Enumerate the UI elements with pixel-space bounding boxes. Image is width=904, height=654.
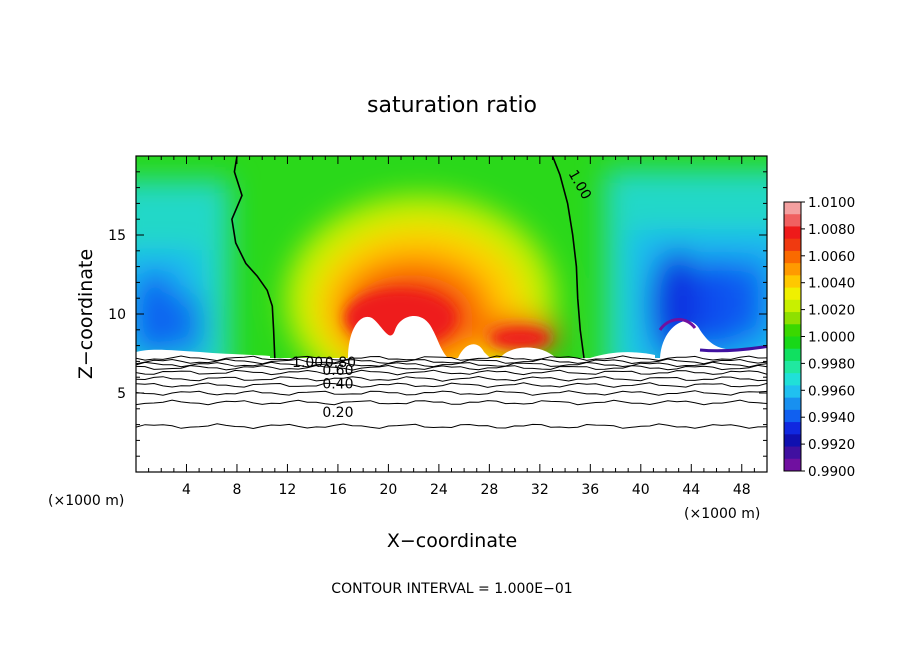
x-tick-label: 24 xyxy=(430,482,448,498)
contour-line xyxy=(136,358,767,365)
colorbar-labels: 1.0100 1.0080 1.0060 1.0040 1.0020 1.0000 0.99… xyxy=(801,195,855,480)
contour-line xyxy=(136,399,767,406)
x-tick-label: 48 xyxy=(733,482,751,498)
colorbar-label: 1.0080 xyxy=(808,222,855,238)
contour-label: 0.40 xyxy=(322,377,353,393)
contour-label: 1.00 xyxy=(292,355,323,371)
colorbar-label: 1.0060 xyxy=(808,249,855,265)
colorbar-swatch xyxy=(784,434,801,448)
colorbar-label: 1.0100 xyxy=(808,195,855,211)
contour-line xyxy=(136,375,767,382)
contour-line xyxy=(136,382,767,388)
cloud-free-region-right xyxy=(660,320,767,358)
x-unit-left: (×1000 m) xyxy=(48,493,124,509)
colorbar-swatch xyxy=(784,238,801,252)
contour-line xyxy=(136,390,767,396)
colorbar-swatch xyxy=(784,422,801,435)
colorbar-swatch xyxy=(784,299,801,313)
x-tick-label: 20 xyxy=(379,482,397,498)
colorbar-swatch xyxy=(784,458,801,472)
x-tick-label: 28 xyxy=(480,482,498,498)
cloud-free-region-center xyxy=(348,315,448,358)
colorbar-swatch xyxy=(784,348,801,362)
colorbar-label: 1.0020 xyxy=(808,303,855,319)
colorbar-swatch xyxy=(784,226,801,240)
contour-label: 0.20 xyxy=(322,405,353,421)
contour-label: 0.80 xyxy=(325,355,356,371)
x-tick-label: 44 xyxy=(682,482,700,498)
x-tick-label: 16 xyxy=(329,482,347,498)
y-axis: 5 10 15 xyxy=(108,171,767,457)
colorbar-label: 0.9960 xyxy=(808,383,855,399)
contour-line-1-00 xyxy=(231,156,276,359)
colorbar-label: 0.9940 xyxy=(808,410,855,426)
colorbar-swatch xyxy=(784,446,801,460)
colorbar-swatch xyxy=(784,214,801,227)
saturation-field xyxy=(136,156,767,358)
colorbar-swatch xyxy=(784,397,801,411)
contour-label: 0.60 xyxy=(322,363,353,379)
y-tick-label: 5 xyxy=(117,386,126,402)
colorbar-swatch xyxy=(784,275,801,289)
x-tick-label: 12 xyxy=(279,482,297,498)
y-tick-label: 15 xyxy=(108,228,126,244)
contour-lines xyxy=(136,156,767,430)
x-tick-label: 8 xyxy=(232,482,241,498)
chart-title: saturation ratio xyxy=(367,93,537,118)
x-tick-label: 40 xyxy=(632,482,650,498)
colorbar-swatch xyxy=(784,312,801,325)
colorbar-swatch xyxy=(784,373,801,386)
y-tick-label: 10 xyxy=(108,307,126,323)
colorbar xyxy=(783,201,802,472)
contour-line xyxy=(136,361,767,368)
colorbar-swatch xyxy=(784,360,801,374)
x-tick-label: 32 xyxy=(531,482,549,498)
colorbar-swatch xyxy=(784,287,801,301)
colorbar-label: 0.9900 xyxy=(808,464,855,480)
contour-interval-note: CONTOUR INTERVAL = 1.000E−01 xyxy=(331,581,572,597)
x-tick-label: 4 xyxy=(182,482,191,498)
colorbar-label: 0.9920 xyxy=(808,437,855,453)
colorbar-swatch xyxy=(784,385,801,399)
contour-line xyxy=(136,423,767,430)
colorbar-swatch xyxy=(784,250,801,264)
colorbar-swatch xyxy=(784,336,801,350)
contour-line xyxy=(136,364,767,371)
contour-line xyxy=(136,355,767,362)
colorbar-swatch xyxy=(784,409,801,423)
colorbar-label: 1.0000 xyxy=(808,330,855,346)
colorbar-label: 0.9980 xyxy=(808,356,855,372)
contour-line-1-00 xyxy=(551,156,585,359)
x-axis: 4 8 12 16 20 24 28 32 36 40 44 48 xyxy=(148,156,755,498)
x-unit-right: (×1000 m) xyxy=(684,506,760,522)
colorbar-label: 1.0040 xyxy=(808,276,855,292)
x-tick-label: 36 xyxy=(581,482,599,498)
y-axis-label: Z−coordinate xyxy=(75,249,97,379)
colorbar-swatch xyxy=(784,202,801,215)
x-axis-label: X−coordinate xyxy=(387,530,517,552)
colorbar-swatch xyxy=(784,263,801,276)
contour-line xyxy=(136,369,767,376)
colorbar-swatch xyxy=(784,324,801,337)
